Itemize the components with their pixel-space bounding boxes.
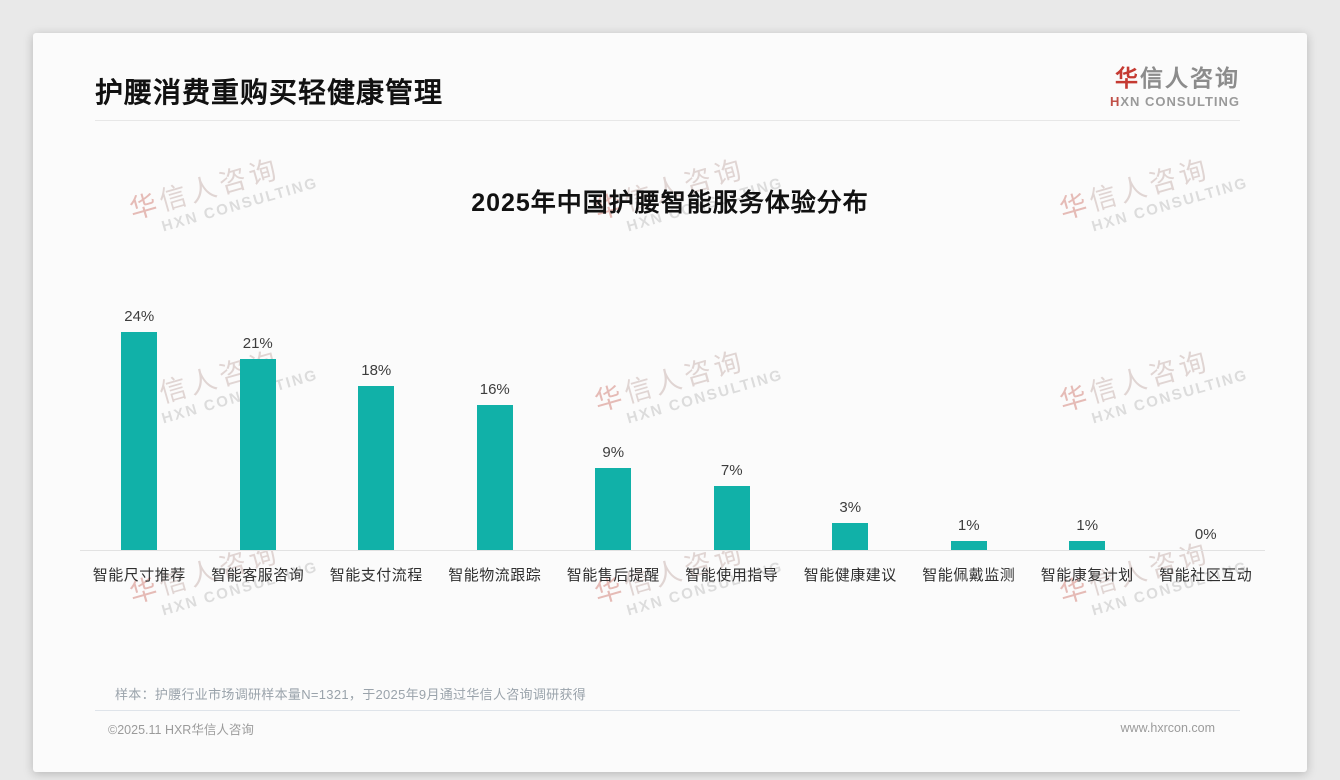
logo-chinese-rest: 信人咨询 — [1140, 65, 1240, 91]
logo-accent-char: 华 — [1115, 65, 1140, 91]
category-label: 智能物流跟踪 — [448, 567, 542, 584]
bar — [358, 386, 395, 550]
bar-column: 21% — [199, 306, 318, 550]
footer-website: www.hxrcon.com — [1120, 721, 1215, 735]
category-axis: 智能尺寸推荐 智能客服咨询 智能支付流程 智能物流跟踪 智能售后提醒 智能使用指导 智能健康… — [80, 564, 1265, 585]
bar-column: 0% — [1147, 306, 1266, 550]
category-label: 智能售后提醒 — [566, 567, 660, 584]
bar-value-label: 18% — [361, 362, 392, 379]
logo-english-rest: XN CONSULTING — [1120, 94, 1240, 109]
bar-value-label: 24% — [124, 308, 155, 325]
footer-divider — [95, 710, 1240, 711]
bar-value-label: 1% — [957, 517, 980, 534]
category-label: 智能支付流程 — [329, 567, 423, 584]
company-logo-english: HXN CONSULTING — [1110, 94, 1240, 109]
bar-column: 7% — [673, 306, 792, 550]
bar-value-label: 21% — [242, 335, 273, 352]
footer-copyright: ©2025.11 HXR华信人咨询 — [108, 723, 254, 737]
bar-chart-plot-area: 24% 21% 18% 16% 9% 7% 3% 1% 1% 0% — [80, 306, 1265, 551]
category-label: 智能使用指导 — [685, 567, 779, 584]
bar-value-label: 9% — [602, 444, 625, 461]
bar — [950, 541, 987, 550]
sample-footnote: 样本：护腰行业市场调研样本量N=1321，于2025年9月通过华信人咨询调研获得 — [115, 687, 587, 702]
bar — [239, 359, 276, 550]
bar-column: 24% — [80, 306, 199, 550]
category-label: 智能社区互动 — [1159, 567, 1253, 584]
bar — [1069, 541, 1106, 550]
chart-title: 2025年中国护腰智能服务体验分布 — [471, 189, 869, 217]
bar-column: 1% — [910, 306, 1029, 550]
bar-column: 3% — [791, 306, 910, 550]
report-slide: 华信人咨询 HXN CONSULTING 华信人咨询 HXN CONSULTING 华信… — [33, 33, 1307, 772]
company-logo: 华信人咨询 HXN CONSULTING — [1110, 59, 1240, 109]
bar-value-label: 3% — [839, 499, 862, 516]
category-label: 智能客服咨询 — [211, 567, 305, 584]
bar — [713, 486, 750, 550]
category-label: 智能佩戴监测 — [922, 567, 1016, 584]
bar-column: 9% — [554, 306, 673, 550]
bar-value-label: 0% — [1194, 526, 1217, 543]
bar-column: 1% — [1028, 306, 1147, 550]
bar — [595, 468, 632, 550]
page-title: 护腰消费重购买轻健康管理 — [95, 77, 444, 108]
bar-value-label: 1% — [1076, 517, 1099, 534]
category-label: 智能康复计划 — [1040, 567, 1134, 584]
logo-accent-letter: H — [1109, 94, 1121, 109]
category-label: 智能健康建议 — [803, 567, 897, 584]
bar-column: 16% — [436, 306, 555, 550]
category-label: 智能尺寸推荐 — [92, 567, 186, 584]
bar-column: 18% — [317, 306, 436, 550]
company-logo-chinese: 华信人咨询 — [1110, 59, 1240, 93]
bar — [121, 332, 158, 550]
bar-value-label: 16% — [479, 381, 510, 398]
bar — [476, 405, 513, 550]
bar-value-label: 7% — [720, 462, 743, 479]
bar — [832, 523, 869, 550]
header-divider — [95, 120, 1240, 121]
